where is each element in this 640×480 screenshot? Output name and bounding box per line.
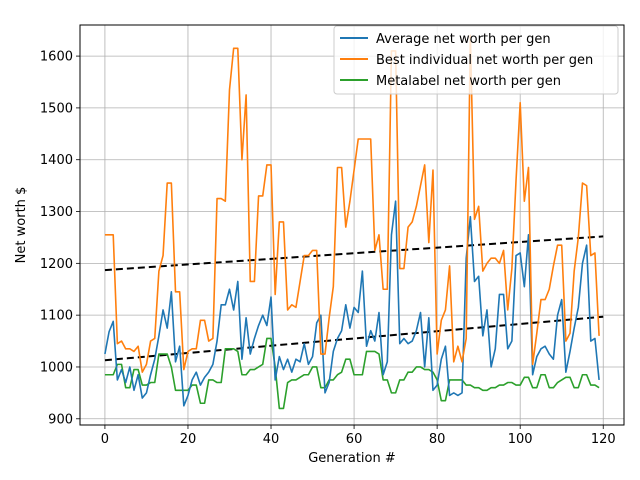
y-axis-label: Net worth $ <box>14 187 29 264</box>
x-tick-label: 100 <box>508 432 533 447</box>
x-tick-label: 0 <box>101 432 109 447</box>
y-tick-label: 1000 <box>40 360 73 375</box>
plot-area-frame <box>79 24 625 426</box>
x-tick-label: 80 <box>429 432 446 447</box>
legend: Average net worth per gen Best individua… <box>333 25 619 95</box>
y-tick-label: 1500 <box>40 101 73 116</box>
metalabel-net-worth-line <box>104 337 600 410</box>
y-tick-label: 900 <box>48 412 73 427</box>
y-tick-label: 1600 <box>40 50 73 65</box>
y-tick-label: 1300 <box>40 205 73 220</box>
x-axis-ticks: 0 20 40 60 80 100 120 <box>101 425 616 447</box>
y-tick-label: 1400 <box>40 153 73 168</box>
legend-label-average: Average net worth per gen <box>376 32 551 47</box>
x-tick-label: 120 <box>591 432 616 447</box>
x-axis-label: Generation # <box>308 451 396 466</box>
x-tick-label: 60 <box>346 432 363 447</box>
x-tick-label: 20 <box>180 432 197 447</box>
average-net-worth-line <box>104 200 600 407</box>
y-axis-ticks: 900 1000 1100 1200 1300 1400 1500 1600 <box>40 50 80 427</box>
best-individual-net-worth-line <box>104 34 600 373</box>
series-lines <box>104 34 600 410</box>
legend-label-metalabel: Metalabel net worth per gen <box>376 74 561 89</box>
y-tick-label: 1200 <box>40 257 73 272</box>
x-tick-label: 40 <box>263 432 280 447</box>
y-tick-label: 1100 <box>40 309 73 324</box>
legend-label-best: Best individual net worth per gen <box>376 53 593 68</box>
trend-line <box>104 235 604 272</box>
legend-box <box>333 25 619 95</box>
